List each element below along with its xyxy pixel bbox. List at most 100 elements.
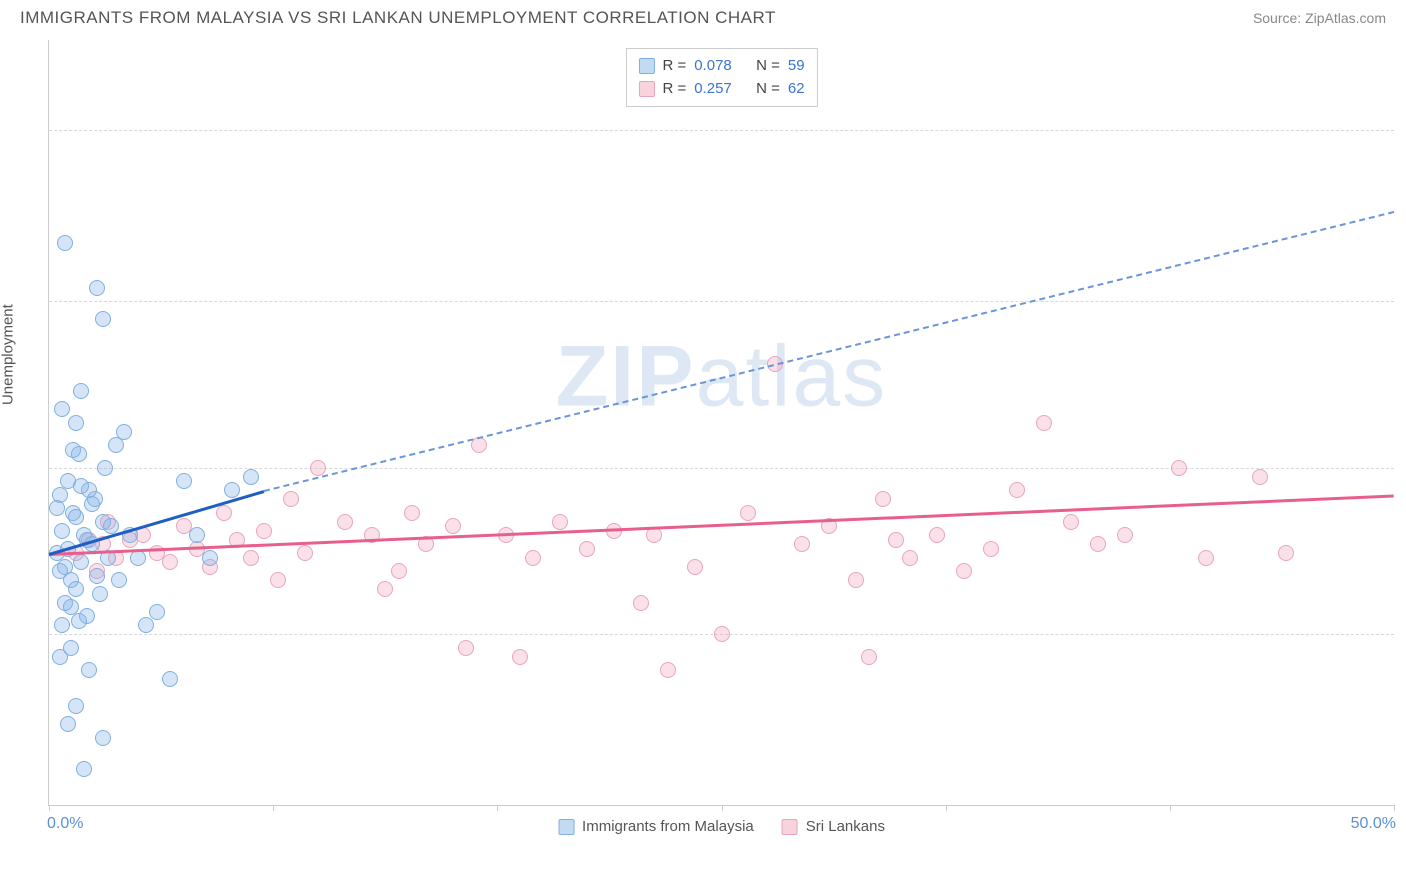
data-point	[97, 460, 113, 476]
gridline	[49, 301, 1394, 302]
data-point	[1117, 527, 1133, 543]
data-point	[216, 505, 232, 521]
data-point	[68, 415, 84, 431]
data-point	[54, 401, 70, 417]
data-point	[52, 649, 68, 665]
data-point	[89, 280, 105, 296]
data-point	[1036, 415, 1052, 431]
data-point	[525, 550, 541, 566]
x-tick	[946, 805, 947, 811]
x-tick	[273, 805, 274, 811]
data-point	[1063, 514, 1079, 530]
data-point	[71, 613, 87, 629]
data-point	[740, 505, 756, 521]
y-axis-label: Unemployment	[0, 304, 17, 405]
data-point	[1009, 482, 1025, 498]
data-point	[714, 626, 730, 642]
data-point	[162, 554, 178, 570]
data-point	[297, 545, 313, 561]
data-point	[310, 460, 326, 476]
data-point	[65, 442, 81, 458]
data-point	[902, 550, 918, 566]
data-point	[875, 491, 891, 507]
data-point	[956, 563, 972, 579]
y-tick-label: 7.5%	[1398, 459, 1406, 476]
data-point	[73, 478, 89, 494]
swatch-blue-icon	[558, 819, 574, 835]
data-point	[243, 469, 259, 485]
legend-item-blue: Immigrants from Malaysia	[558, 818, 754, 835]
data-point	[63, 599, 79, 615]
data-point	[794, 536, 810, 552]
data-point	[89, 568, 105, 584]
data-point	[552, 514, 568, 530]
data-point	[54, 523, 70, 539]
data-point	[149, 604, 165, 620]
data-point	[337, 514, 353, 530]
data-point	[256, 523, 272, 539]
source-label: Source: ZipAtlas.com	[1253, 10, 1386, 26]
data-point	[60, 716, 76, 732]
data-point	[68, 698, 84, 714]
data-point	[95, 311, 111, 327]
data-point	[377, 581, 393, 597]
data-point	[1090, 536, 1106, 552]
legend: Immigrants from Malaysia Sri Lankans	[558, 818, 885, 835]
x-tick	[1170, 805, 1171, 811]
y-tick-label: 11.2%	[1398, 293, 1406, 310]
data-point	[57, 235, 73, 251]
x-axis-min-label: 0.0%	[47, 815, 83, 833]
data-point	[73, 554, 89, 570]
data-point	[1171, 460, 1187, 476]
data-point	[189, 527, 205, 543]
trend-line	[264, 211, 1394, 492]
data-point	[404, 505, 420, 521]
data-point	[888, 532, 904, 548]
data-point	[68, 581, 84, 597]
data-point	[116, 424, 132, 440]
y-tick-label: 3.8%	[1398, 626, 1406, 643]
data-point	[1252, 469, 1268, 485]
stats-row-pink: R = 0.257 N = 62	[638, 78, 804, 101]
x-tick	[1394, 805, 1395, 811]
data-point	[861, 649, 877, 665]
y-tick-label: 15.0%	[1398, 122, 1406, 139]
data-point	[202, 550, 218, 566]
data-point	[270, 572, 286, 588]
data-point	[848, 572, 864, 588]
data-point	[68, 509, 84, 525]
stats-row-blue: R = 0.078 N = 59	[638, 55, 804, 78]
data-point	[1198, 550, 1214, 566]
gridline	[49, 130, 1394, 131]
data-point	[458, 640, 474, 656]
data-point	[162, 671, 178, 687]
data-point	[1278, 545, 1294, 561]
data-point	[81, 662, 97, 678]
data-point	[95, 730, 111, 746]
data-point	[445, 518, 461, 534]
stats-box: R = 0.078 N = 59 R = 0.257 N = 62	[625, 48, 817, 107]
data-point	[224, 482, 240, 498]
data-point	[138, 617, 154, 633]
data-point	[76, 761, 92, 777]
data-point	[111, 572, 127, 588]
data-point	[391, 563, 407, 579]
data-point	[687, 559, 703, 575]
swatch-pink-icon	[782, 819, 798, 835]
data-point	[660, 662, 676, 678]
data-point	[929, 527, 945, 543]
data-point	[49, 500, 65, 516]
data-point	[579, 541, 595, 557]
data-point	[983, 541, 999, 557]
chart-title: IMMIGRANTS FROM MALAYSIA VS SRI LANKAN U…	[20, 8, 776, 28]
trend-line	[49, 495, 1394, 556]
data-point	[54, 617, 70, 633]
data-point	[73, 383, 89, 399]
data-point	[633, 595, 649, 611]
data-point	[84, 496, 100, 512]
data-point	[283, 491, 299, 507]
x-tick	[497, 805, 498, 811]
data-point	[108, 437, 124, 453]
data-point	[103, 518, 119, 534]
data-point	[92, 586, 108, 602]
